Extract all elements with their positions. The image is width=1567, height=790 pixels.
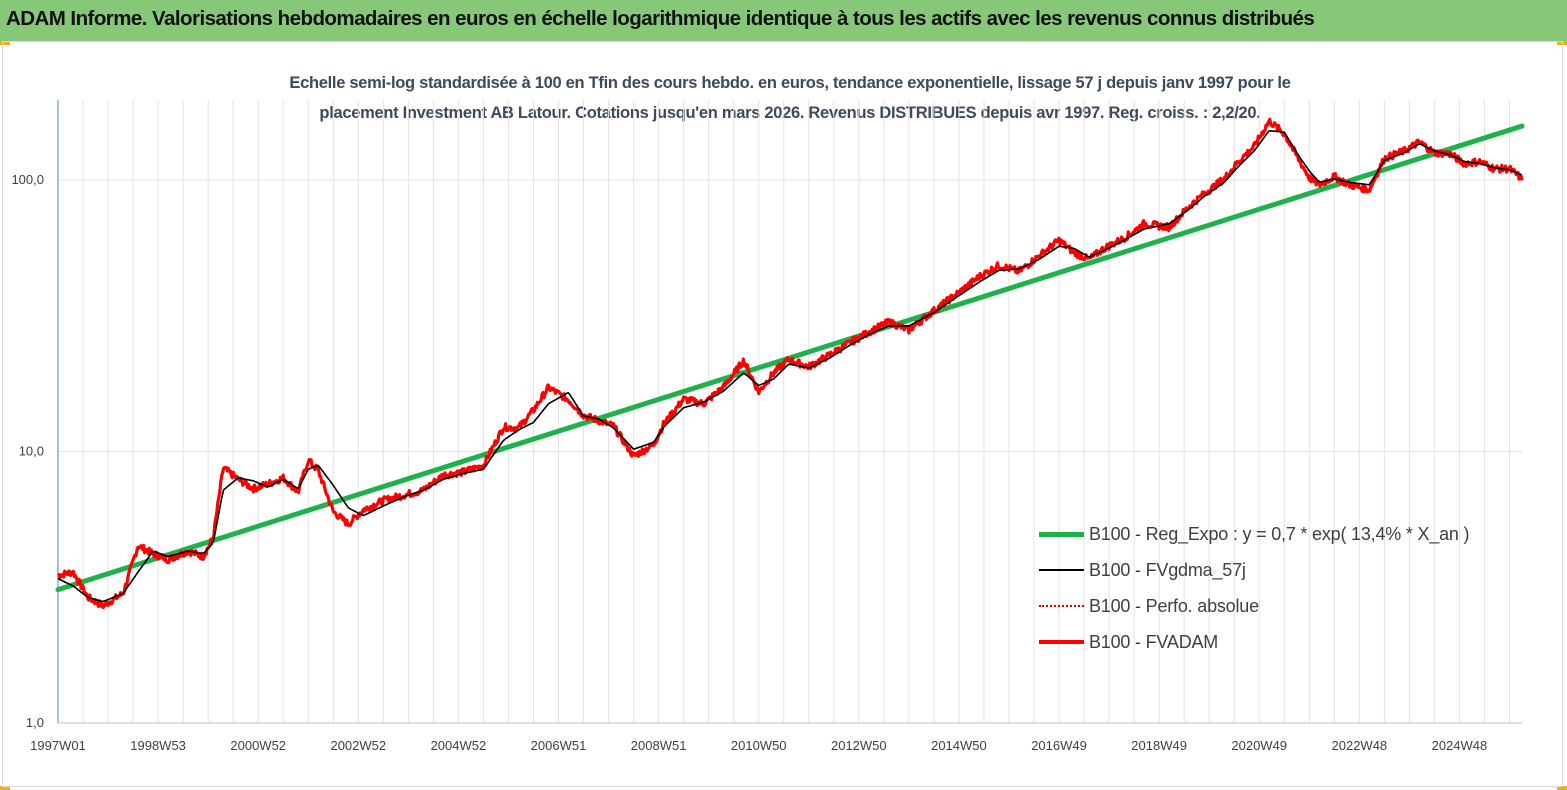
x-tick-label: 2022W48 (1332, 738, 1388, 753)
x-tick-label: 2016W49 (1031, 738, 1087, 753)
y-tick-label: 10,0 (19, 444, 44, 459)
corner-marker-top-left (0, 41, 10, 45)
x-tick-label: 1997W01 (30, 738, 86, 753)
chart-frame (2, 41, 1563, 787)
legend-swatch-absolute (1039, 605, 1084, 607)
x-tick-label: 2024W48 (1432, 738, 1488, 753)
x-tick-label: 2006W51 (531, 738, 587, 753)
chart-title-line-2: placement Investment AB Latour. Cotation… (319, 104, 1261, 122)
x-tick-label: 2018W49 (1131, 738, 1187, 753)
x-tick-label: 2008W51 (631, 738, 687, 753)
y-tick-label: 1,0 (26, 715, 44, 730)
x-tick-label: 2010W50 (731, 738, 787, 753)
x-tick-label: 2000W52 (230, 738, 286, 753)
x-tick-label: 2012W50 (831, 738, 887, 753)
legend-swatch-trend (1039, 532, 1084, 537)
series-smoothed-line (57, 130, 1522, 603)
chart-title: Echelle semi-log standardisée à 100 en T… (200, 68, 1380, 128)
chart-title-line-1: Echelle semi-log standardisée à 100 en T… (289, 74, 1291, 92)
header-banner: ADAM Informe. Valorisations hebdomadaire… (0, 0, 1567, 42)
series-trend-line (55, 123, 1525, 593)
legend-label-trend: B100 - Reg_Expo : y = 0,7 * exp( 13,4% *… (1089, 524, 1470, 544)
series-fvadam-line (57, 117, 1524, 610)
legend-label-smoothed: B100 - FVgdma_57j (1089, 560, 1246, 580)
legend-swatch-smoothed (1039, 569, 1084, 571)
x-tick-label: 2002W52 (330, 738, 386, 753)
corner-marker-bottom-left (0, 786, 10, 790)
legend-swatch-fvadam (1039, 640, 1084, 644)
corner-marker-bottom-right (1557, 786, 1567, 790)
legend-label-absolute: B100 - Perfo. absolue (1089, 596, 1259, 616)
x-tick-label: 2004W52 (431, 738, 487, 753)
x-tick-label: 1998W53 (130, 738, 186, 753)
report-title: ADAM Informe. Valorisations hebdomadaire… (6, 7, 1315, 30)
legend-label-fvadam: B100 - FVADAM (1089, 632, 1219, 652)
x-tick-label: 2014W50 (931, 738, 987, 753)
x-tick-label: 2020W49 (1231, 738, 1287, 753)
y-tick-label: 100,0 (11, 172, 44, 187)
